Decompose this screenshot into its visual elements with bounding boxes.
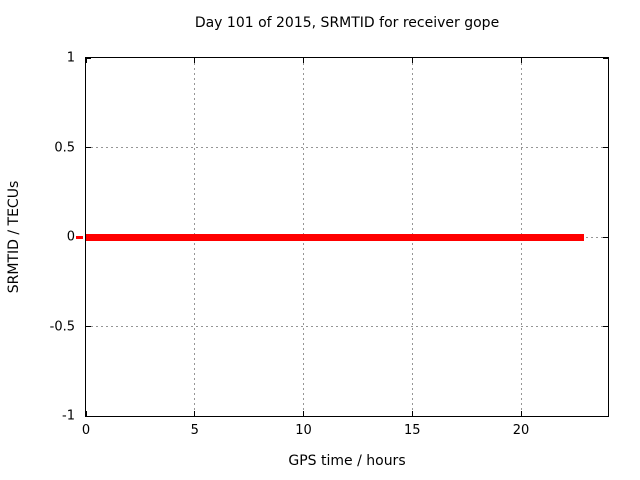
x-tick-top bbox=[520, 58, 522, 63]
y-tick-label: -1 bbox=[62, 408, 75, 424]
x-tick-bottom bbox=[85, 411, 87, 416]
y-tick-right bbox=[603, 147, 608, 148]
y-tick-label: -0.5 bbox=[49, 319, 75, 334]
stray-red-dash bbox=[76, 235, 83, 239]
x-tick-label: 0 bbox=[81, 423, 91, 438]
x-tick-label: 20 bbox=[512, 423, 530, 438]
x-tick-top bbox=[194, 58, 196, 63]
x-tick-label: 5 bbox=[190, 423, 199, 438]
x-tick-top bbox=[411, 58, 413, 63]
y-axis-label: SRMTID / TECUs bbox=[6, 180, 22, 294]
x-tick-label: 10 bbox=[295, 423, 312, 438]
y-tick-left bbox=[86, 326, 91, 327]
x-tick-bottom bbox=[520, 411, 522, 416]
x-tick-bottom bbox=[194, 411, 196, 416]
x-tick-label: 15 bbox=[403, 423, 421, 438]
chart-title: Day 101 of 2015, SRMTID for receiver gop… bbox=[194, 15, 500, 31]
x-tick-top bbox=[85, 58, 87, 63]
y-gridline bbox=[86, 326, 608, 327]
y-gridline bbox=[86, 147, 608, 148]
y-tick-right bbox=[603, 236, 608, 238]
y-tick-label: 0.5 bbox=[54, 140, 75, 155]
y-tick-right bbox=[603, 415, 608, 417]
x-axis-label: GPS time / hours bbox=[288, 453, 406, 469]
x-tick-bottom bbox=[303, 411, 304, 416]
y-tick-right bbox=[603, 326, 608, 327]
series-line-srmtid bbox=[86, 233, 585, 241]
plot-area: 0 5 10 15 20 -1 -0.5 0 0.5 1 bbox=[50, 51, 609, 438]
x-tick-bottom bbox=[411, 411, 413, 416]
y-tick-label: 1 bbox=[66, 50, 75, 66]
y-tick-left bbox=[86, 147, 91, 148]
y-tick-left bbox=[86, 415, 91, 417]
x-tick-top bbox=[303, 58, 304, 63]
y-tick-left bbox=[86, 57, 91, 59]
y-tick-label: 0 bbox=[66, 229, 75, 245]
y-tick-right bbox=[603, 57, 608, 59]
